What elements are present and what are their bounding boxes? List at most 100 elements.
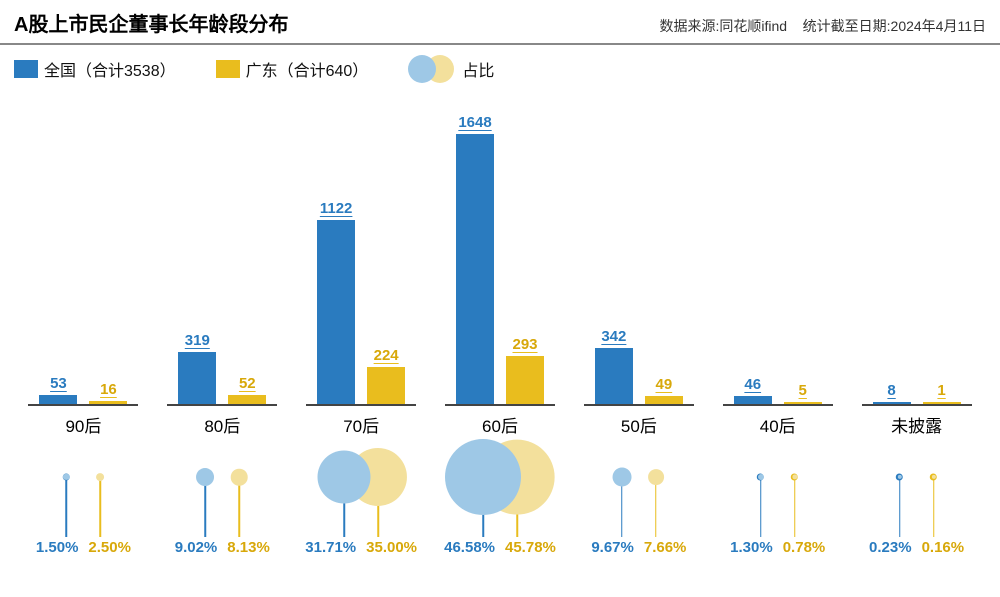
legend-guangdong-label: 广东（合计640）	[246, 57, 369, 81]
pct-national: 31.71%	[305, 539, 356, 556]
bar-chart-area: 531690后3195280后112222470后164829360后34249…	[0, 87, 1000, 437]
pct-row: 9.02% 8.13%	[175, 539, 270, 556]
bar-guangdong	[923, 402, 961, 404]
bar-guangdong	[367, 367, 405, 404]
bar-guangdong	[89, 401, 127, 404]
bubble-guangdong	[96, 473, 104, 481]
bar-national	[178, 352, 216, 404]
category-label: 未披露	[891, 412, 942, 437]
bar-value-national: 1122	[320, 200, 353, 217]
bubble-pair	[852, 437, 982, 537]
chart-title: A股上市民企董事长年龄段分布	[14, 8, 288, 37]
bubble-column: 1.50% 2.50%	[14, 437, 153, 587]
pct-national: 9.67%	[591, 539, 634, 556]
legend-ratio: 占比	[408, 55, 494, 83]
bar-value-national: 8	[887, 382, 895, 399]
bar-pair: 1648 293	[445, 106, 555, 406]
bar-national	[317, 220, 355, 404]
legend-ratio-icon	[408, 55, 454, 83]
pct-guangdong: 0.78%	[783, 539, 826, 556]
legend-swatch-guangdong	[216, 60, 240, 78]
bubble-stem-national	[66, 477, 68, 537]
bubble-pair	[157, 437, 287, 537]
bubble-column: 9.67% 7.66%	[569, 437, 708, 587]
bar-column: 164829360后	[431, 106, 570, 437]
source-line: 数据来源:同花顺ifind 统计截至日期:2024年4月11日	[660, 16, 987, 36]
pct-guangdong: 45.78%	[505, 539, 556, 556]
bubble-stem-guangdong	[100, 477, 102, 537]
bar-column: 5316 90后	[14, 106, 153, 437]
bubble-stem-guangdong	[933, 477, 935, 537]
bar-column: 319 52 80后	[153, 106, 292, 437]
pct-guangdong: 8.13%	[227, 539, 270, 556]
legend-ratio-label: 占比	[462, 57, 494, 81]
pct-row: 1.30%0.78%	[730, 539, 825, 556]
bubble-stem-guangdong	[239, 477, 241, 537]
bar-column: 342 49 50后	[569, 106, 708, 437]
bar-pair: 5316	[28, 106, 138, 406]
bar-pair: 81	[862, 106, 972, 406]
bubble-column: 31.71%35.00%	[292, 437, 431, 587]
pct-national: 46.58%	[444, 539, 495, 556]
bar-value-guangdong: 5	[799, 382, 807, 399]
bar-national	[456, 134, 494, 404]
bar-pair: 46 5	[723, 106, 833, 406]
bar-value-national: 319	[185, 332, 210, 349]
bubble-stem-guangdong	[794, 477, 796, 537]
bubble-stem-national	[899, 477, 901, 537]
pct-national: 9.02%	[175, 539, 218, 556]
pct-row: 0.23% 0.16%	[869, 539, 964, 556]
bubble-pair	[18, 437, 148, 537]
bubble-national	[318, 451, 371, 504]
bar-pair: 342 49	[584, 106, 694, 406]
category-label: 90后	[65, 412, 101, 437]
bubble-column: 1.30%0.78%	[708, 437, 847, 587]
pct-row: 9.67% 7.66%	[591, 539, 686, 556]
bar-column: 81未披露	[847, 106, 986, 437]
legend-national-label: 全国（合计3538）	[44, 57, 176, 81]
bar-value-national: 1648	[458, 114, 491, 131]
bar-value-guangdong: 1	[937, 382, 945, 399]
category-label: 80后	[204, 412, 240, 437]
pct-guangdong: 0.16%	[922, 539, 965, 556]
date-text: 统计截至日期:2024年4月11日	[803, 18, 986, 34]
bar-column: 1122 224 70后	[292, 106, 431, 437]
bar-value-national: 342	[601, 328, 626, 345]
bar-value-guangdong: 293	[512, 336, 537, 353]
bubble-pair	[713, 437, 843, 537]
bar-pair: 319 52	[167, 106, 277, 406]
bubble-stem-national	[205, 477, 207, 537]
legend-guangdong: 广东（合计640）	[216, 57, 369, 81]
bar-guangdong	[784, 402, 822, 404]
bubble-stem-national	[760, 477, 762, 537]
bar-value-guangdong: 224	[374, 347, 399, 364]
bar-guangdong	[506, 356, 544, 404]
legend-national: 全国（合计3538）	[14, 57, 176, 81]
category-label: 40后	[760, 412, 796, 437]
pct-guangdong: 2.50%	[88, 539, 131, 556]
bubble-column: 46.58% 45.78%	[431, 437, 570, 587]
bar-value-national: 46	[744, 376, 761, 393]
bar-value-guangdong: 52	[239, 375, 256, 392]
bubble-national	[758, 474, 764, 480]
pct-guangdong: 7.66%	[644, 539, 687, 556]
bubble-guangdong	[648, 469, 664, 485]
bubble-national	[445, 439, 521, 515]
bar-value-guangdong: 49	[656, 376, 673, 393]
pct-national: 1.50%	[36, 539, 79, 556]
bar-national	[39, 395, 77, 404]
pct-row: 46.58% 45.78%	[444, 539, 556, 556]
bubble-guangdong	[231, 469, 248, 486]
pct-row: 31.71%35.00%	[305, 539, 417, 556]
pct-national: 0.23%	[869, 539, 912, 556]
bubble-national	[196, 468, 214, 486]
header: A股上市民企董事长年龄段分布 数据来源:同花顺ifind 统计截至日期:2024…	[0, 0, 1000, 45]
category-label: 50后	[621, 412, 657, 437]
bubble-column: 0.23% 0.16%	[847, 437, 986, 587]
bubble-pair	[435, 437, 565, 537]
bar-guangdong	[228, 395, 266, 404]
legend-swatch-national	[14, 60, 38, 78]
category-label: 70后	[343, 412, 379, 437]
bubble-chart-area: 1.50% 2.50% 9.02% 8.13% 31.71%35.00% 46.58% 45…	[0, 437, 1000, 587]
bubble-pair	[296, 437, 426, 537]
